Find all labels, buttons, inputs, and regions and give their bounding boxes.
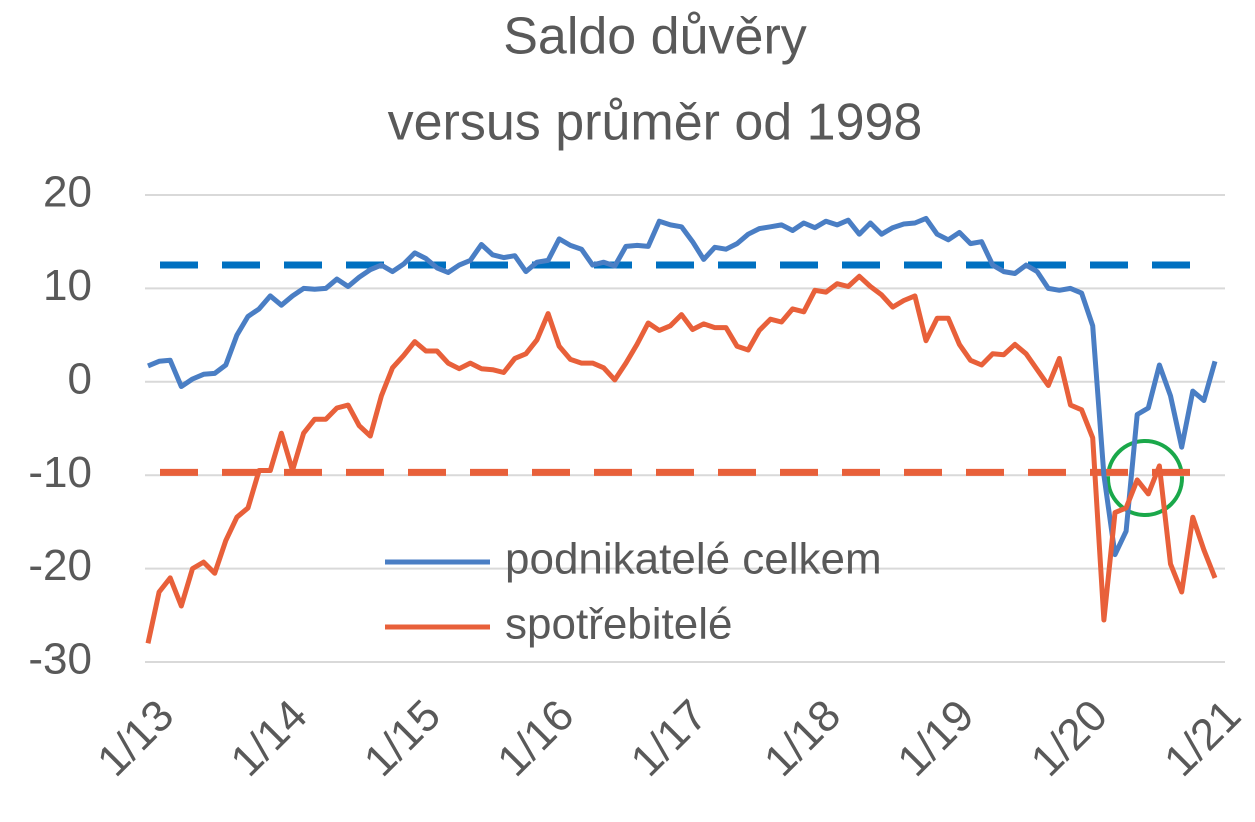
y-tick-label: 10	[43, 261, 92, 310]
x-tick-label: 1/20	[1022, 691, 1117, 786]
y-tick-label: -10	[28, 448, 92, 497]
y-tick-label: 0	[68, 354, 92, 403]
x-tick-label: 1/18	[755, 691, 850, 786]
highlight-circle	[1106, 439, 1184, 517]
x-tick-label: 1/19	[888, 691, 983, 786]
chart-title: Saldo důvěry	[503, 8, 807, 66]
y-tick-label: -20	[28, 541, 92, 590]
series-line	[147, 215, 1218, 558]
x-tick-label: 1/14	[221, 691, 316, 786]
legend-label: podnikatelé celkem	[505, 535, 882, 584]
series-line	[145, 273, 1218, 644]
chart-title: versus průměr od 1998	[388, 94, 923, 152]
y-tick-label: 20	[43, 168, 92, 217]
legend-label: spotřebitelé	[505, 600, 732, 649]
x-tick-label: 1/21	[1155, 691, 1250, 786]
x-tick-label: 1/13	[88, 691, 183, 786]
x-tick-label: 1/15	[355, 691, 450, 786]
x-tick-label: 1/17	[622, 691, 717, 786]
y-tick-label: -30	[28, 635, 92, 684]
x-tick-label: 1/16	[488, 691, 583, 786]
